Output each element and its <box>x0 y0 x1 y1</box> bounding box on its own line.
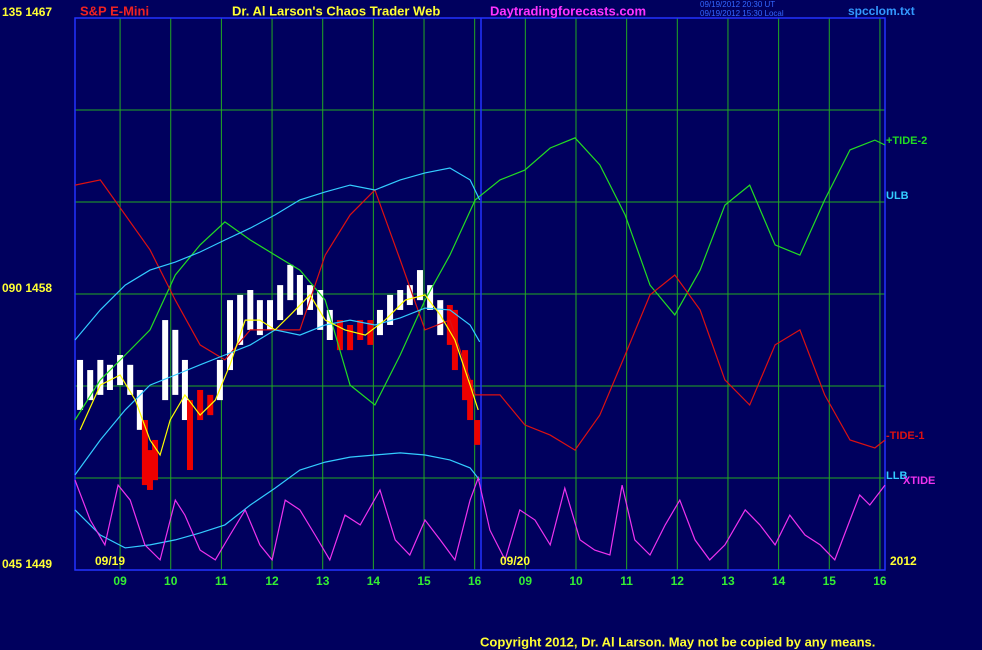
x-tick-label: 16 <box>468 574 482 588</box>
copyright: Copyright 2012, Dr. Al Larson. May not b… <box>480 634 875 649</box>
x-tick-label: 10 <box>569 574 583 588</box>
price-bar <box>347 324 354 351</box>
timestamp-local: 09/19/2012 15:30 Local <box>700 9 784 18</box>
price-bar <box>106 364 113 390</box>
price-bar <box>406 285 413 306</box>
price-bar <box>87 370 94 401</box>
price-bar <box>216 359 223 401</box>
site: Daytradingforecasts.com <box>490 3 646 18</box>
price-bar <box>462 350 469 401</box>
price-bar <box>387 294 394 325</box>
price-bar <box>367 320 374 345</box>
x-tick-label: 09 <box>519 574 533 588</box>
series-line <box>74 167 481 341</box>
plot-frame <box>74 17 886 571</box>
x-tick-label: 15 <box>417 574 431 588</box>
price-bar <box>397 290 404 310</box>
labels: S&P E-Mini Dr. Al Larson's Chaos Trader … <box>2 0 935 649</box>
x-tick-label: 14 <box>367 574 381 588</box>
x-tick-label: 11 <box>215 574 228 588</box>
price-bar <box>146 450 153 490</box>
symbol: S&P E-Mini <box>80 3 149 18</box>
x-tick-label: 13 <box>721 574 735 588</box>
legend-label: -TIDE-1 <box>886 430 925 442</box>
x-tick-label: 10 <box>164 574 178 588</box>
x-tick-label: 13 <box>316 574 330 588</box>
x-tick-label: 09 <box>113 574 127 588</box>
price-bar <box>117 355 124 386</box>
price-bar <box>287 264 294 301</box>
price-bar <box>267 300 274 330</box>
legend-label: LLB <box>886 470 907 482</box>
legend-label: ULB <box>886 190 909 202</box>
x-tick-label: 11 <box>620 574 633 588</box>
chart-title: Dr. Al Larson's Chaos Trader Web <box>232 3 440 18</box>
price-bar <box>172 329 179 395</box>
lines <box>74 137 886 562</box>
price-bar <box>237 294 244 345</box>
y-tick-label: 045 1449 <box>2 557 52 571</box>
price-bar <box>446 305 453 345</box>
price-bar <box>307 285 314 310</box>
price-bar <box>256 300 263 336</box>
y-tick-label: 135 1467 <box>2 5 52 19</box>
x-tick-label: 12 <box>265 574 279 588</box>
x-tick-label: 15 <box>823 574 837 588</box>
series-line <box>79 293 479 457</box>
series-line <box>74 307 481 476</box>
price-bar <box>467 379 474 421</box>
price-bar <box>376 309 383 336</box>
price-bar <box>437 300 444 336</box>
series-line <box>74 475 886 562</box>
price-bar <box>296 274 303 315</box>
y-tick-label: 090 1458 <box>2 281 52 295</box>
price-bar <box>247 290 254 330</box>
price-bar <box>97 359 104 395</box>
x-tick-label: 12 <box>671 574 685 588</box>
frame <box>74 17 886 571</box>
price-bar <box>186 400 193 471</box>
price-bar <box>127 364 134 395</box>
price-bars <box>77 264 481 490</box>
price-bar <box>152 439 159 481</box>
price-bar <box>181 359 188 421</box>
price-bar <box>427 285 434 310</box>
file-name: spcclom.txt <box>848 4 915 18</box>
price-bar <box>141 420 148 486</box>
price-bar <box>77 359 84 410</box>
legend-label: XTIDE <box>903 475 935 487</box>
price-bar <box>277 285 284 321</box>
series-line <box>74 137 886 421</box>
price-bar <box>162 320 169 401</box>
series-line <box>74 179 886 451</box>
price-bar <box>317 290 324 330</box>
price-bar <box>357 320 364 340</box>
timestamp-ut: 09/19/2012 20:30 UT <box>700 0 775 9</box>
x-tick-label: 16 <box>873 574 887 588</box>
date-label: 09/19 <box>95 554 125 568</box>
price-bar <box>474 420 481 445</box>
price-bar <box>197 389 204 421</box>
price-bar <box>336 320 343 351</box>
price-bar <box>416 270 423 301</box>
x-tick-label: 14 <box>772 574 786 588</box>
price-bar <box>326 309 333 340</box>
date-label: 09/20 <box>500 554 530 568</box>
price-bar <box>227 300 234 371</box>
legend-label: +TIDE-2 <box>886 135 927 147</box>
price-bar <box>136 389 143 430</box>
date-label: 2012 <box>890 554 917 568</box>
